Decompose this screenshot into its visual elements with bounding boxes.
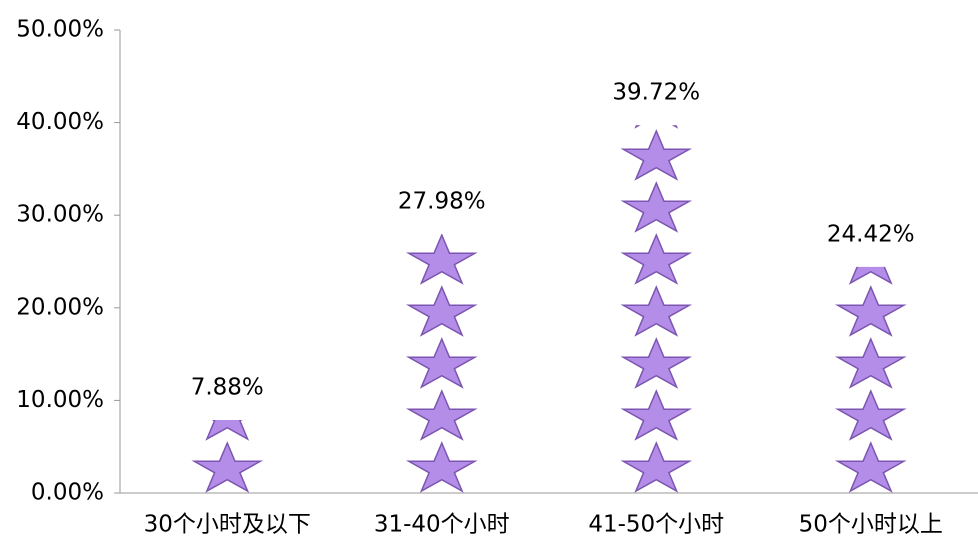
star-icon (620, 129, 693, 181)
bar (191, 420, 264, 493)
y-tick-label: 20.00% (16, 294, 104, 320)
star-icon (620, 285, 693, 337)
star-icon (620, 233, 693, 285)
star-icon (848, 266, 893, 285)
x-tick-label: 31-40个小时 (374, 512, 510, 538)
y-tick-label: 40.00% (16, 109, 104, 135)
star-icon (620, 337, 693, 389)
x-tick-label: 50个小时以上 (799, 512, 943, 538)
star-icon (834, 441, 907, 493)
star-icon (620, 389, 693, 441)
star-icon (405, 389, 478, 441)
bar (834, 266, 907, 493)
y-tick-label: 30.00% (16, 202, 104, 228)
star-icon (834, 285, 907, 337)
bar (405, 233, 478, 493)
star-icon (620, 441, 693, 493)
star-icon (834, 337, 907, 389)
value-label: 27.98% (398, 188, 486, 214)
y-tick-label: 50.00% (16, 17, 104, 43)
star-icon (405, 337, 478, 389)
star-icon (620, 181, 693, 233)
star-icon (405, 233, 478, 285)
bar (620, 125, 693, 493)
star-icon (834, 389, 907, 441)
star-icon (205, 420, 250, 441)
star-icon (191, 441, 264, 493)
x-tick-label: 30个小时及以下 (144, 512, 311, 538)
x-tick-label: 41-50个小时 (588, 512, 724, 538)
value-label: 39.72% (612, 80, 700, 106)
value-label: 24.42% (827, 221, 915, 247)
value-label: 7.88% (191, 375, 264, 401)
y-tick-label: 10.00% (16, 387, 104, 413)
star-icon (405, 285, 478, 337)
star-icon (405, 441, 478, 493)
y-tick-label: 0.00% (31, 480, 104, 506)
